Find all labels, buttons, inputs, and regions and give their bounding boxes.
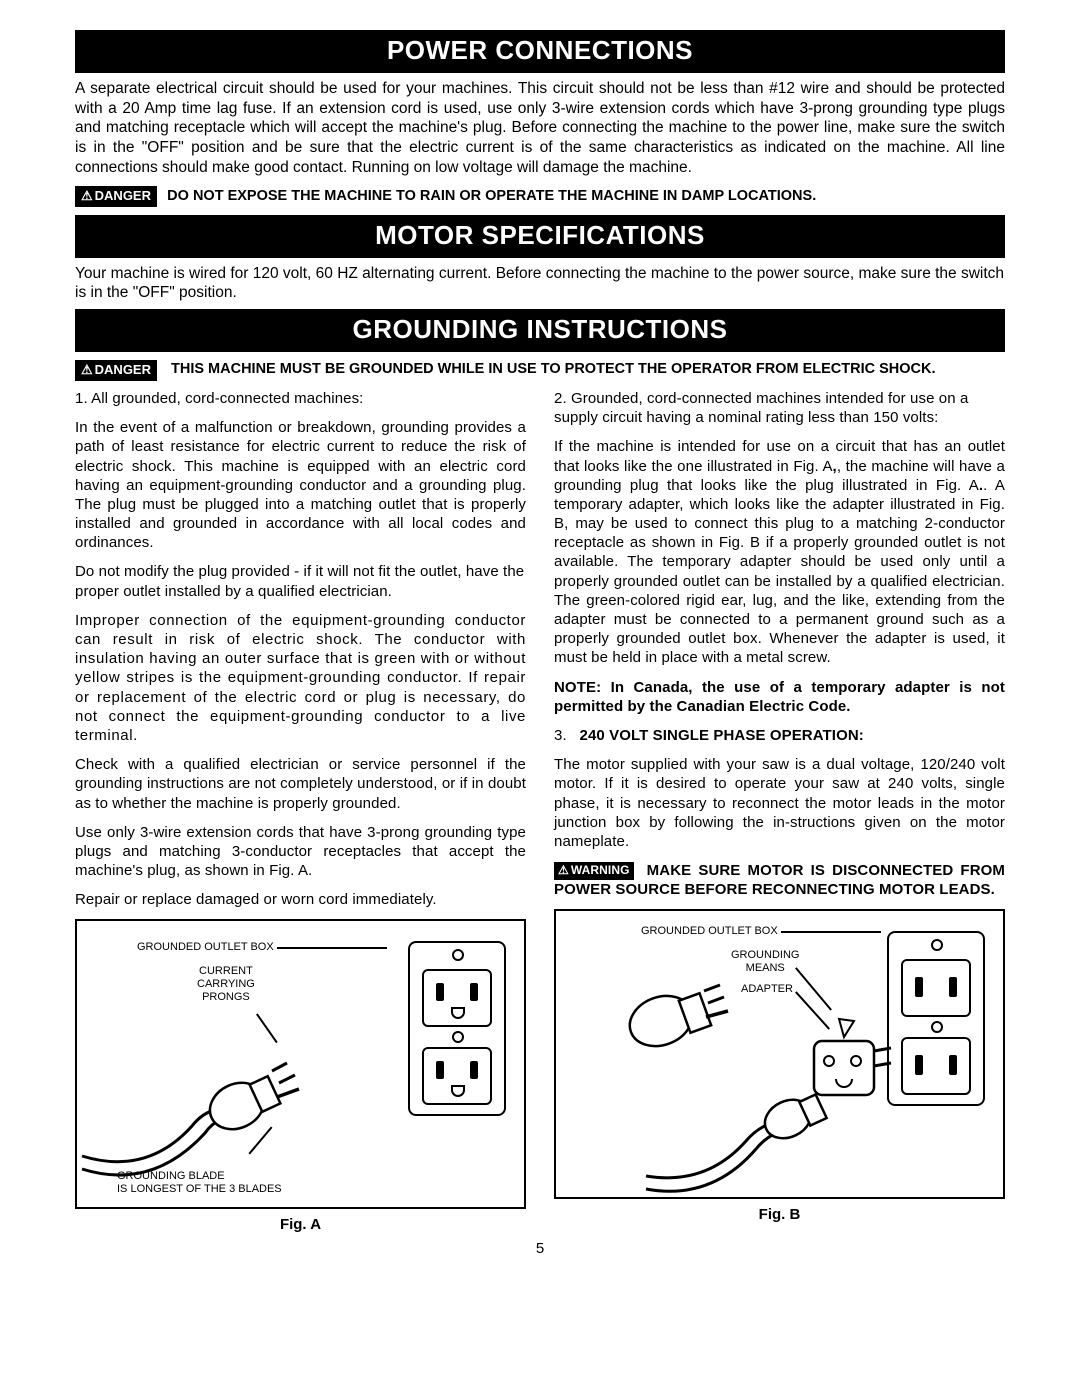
left-p5: Check with a qualified electrician or se… xyxy=(75,755,526,813)
right-warning: ⚠WARNING MAKE SURE MOTOR IS DISCONNECTED… xyxy=(554,861,1005,899)
right-p3-body: The motor supplied with your saw is a du… xyxy=(554,755,1005,851)
right-p2: If the machine is intended for use on a … xyxy=(554,437,1005,667)
danger-badge: ⚠DANGER xyxy=(75,186,157,207)
motor-body: Your machine is wired for 120 volt, 60 H… xyxy=(75,264,1005,304)
manual-page: POWER CONNECTIONS A separate electrical … xyxy=(0,0,1080,1278)
grounding-danger-line: ⚠DANGER THIS MACHINE MUST BE GROUNDED WH… xyxy=(75,360,1005,381)
page-number: 5 xyxy=(75,1239,1005,1259)
figure-b: GROUNDED OUTLET BOX GROUNDING MEANS ADAP… xyxy=(554,909,1005,1199)
fig-a-label-outlet: GROUNDED OUTLET BOX xyxy=(137,941,274,954)
left-p4: Improper connection of the equipment-gro… xyxy=(75,611,526,745)
power-danger-text: DO NOT EXPOSE THE MACHINE TO RAIN OR OPE… xyxy=(167,188,816,204)
left-column: 1. All grounded, cord-connected machines… xyxy=(75,389,526,1235)
left-p3: Do not modify the plug provided - if it … xyxy=(75,562,526,600)
fig-b-label-adapter: ADAPTER xyxy=(741,983,793,996)
fig-a-label-prongs: CURRENT CARRYING PRONGS xyxy=(197,965,255,1003)
left-p7: Repair or replace damaged or worn cord i… xyxy=(75,890,526,909)
fig-b-label-outlet: GROUNDED OUTLET BOX xyxy=(641,925,778,938)
section-header-grounding: GROUNDING INSTRUCTIONS xyxy=(75,309,1005,352)
power-body: A separate electrical circuit should be … xyxy=(75,79,1005,178)
right-column: 2. Grounded, cord-connected machines int… xyxy=(554,389,1005,1235)
warning-triangle-icon: ⚠ xyxy=(558,863,569,877)
right-note: NOTE: In Canada, the use of a temporary … xyxy=(554,678,1005,716)
left-p2: In the event of a malfunction or breakdo… xyxy=(75,418,526,552)
left-p6: Use only 3-wire extension cords that hav… xyxy=(75,823,526,881)
grounding-danger-text: THIS MACHINE MUST BE GROUNDED WHILE IN U… xyxy=(171,360,1005,379)
danger-badge: ⚠DANGER xyxy=(75,360,157,381)
figure-a: GROUNDED OUTLET BOX CURRENT CARRYING PRO… xyxy=(75,919,526,1209)
plug-drawing-icon xyxy=(77,1041,327,1191)
fig-b-caption: Fig. B xyxy=(554,1205,1005,1225)
right-p3-title: 3. 3. 240 VOLT SINGLE PHASE OPERATION:24… xyxy=(554,726,1005,745)
warning-triangle-icon: ⚠ xyxy=(81,188,93,203)
power-danger-line: ⚠DANGER DO NOT EXPOSE THE MACHINE TO RAI… xyxy=(75,186,1005,207)
left-p1: 1. All grounded, cord-connected machines… xyxy=(75,389,526,408)
fig-b-label-means: GROUNDING MEANS xyxy=(731,949,799,974)
warning-badge: ⚠WARNING xyxy=(554,862,634,879)
fig-a-caption: Fig. A xyxy=(75,1215,526,1235)
section-header-power: POWER CONNECTIONS xyxy=(75,30,1005,73)
warning-triangle-icon: ⚠ xyxy=(81,362,93,377)
right-p1: 2. Grounded, cord-connected machines int… xyxy=(554,389,1005,427)
two-column-layout: 1. All grounded, cord-connected machines… xyxy=(75,389,1005,1235)
section-header-motor: MOTOR SPECIFICATIONS xyxy=(75,215,1005,258)
fig-a-label-blade: GROUNDING BLADE IS LONGEST OF THE 3 BLAD… xyxy=(117,1170,282,1195)
